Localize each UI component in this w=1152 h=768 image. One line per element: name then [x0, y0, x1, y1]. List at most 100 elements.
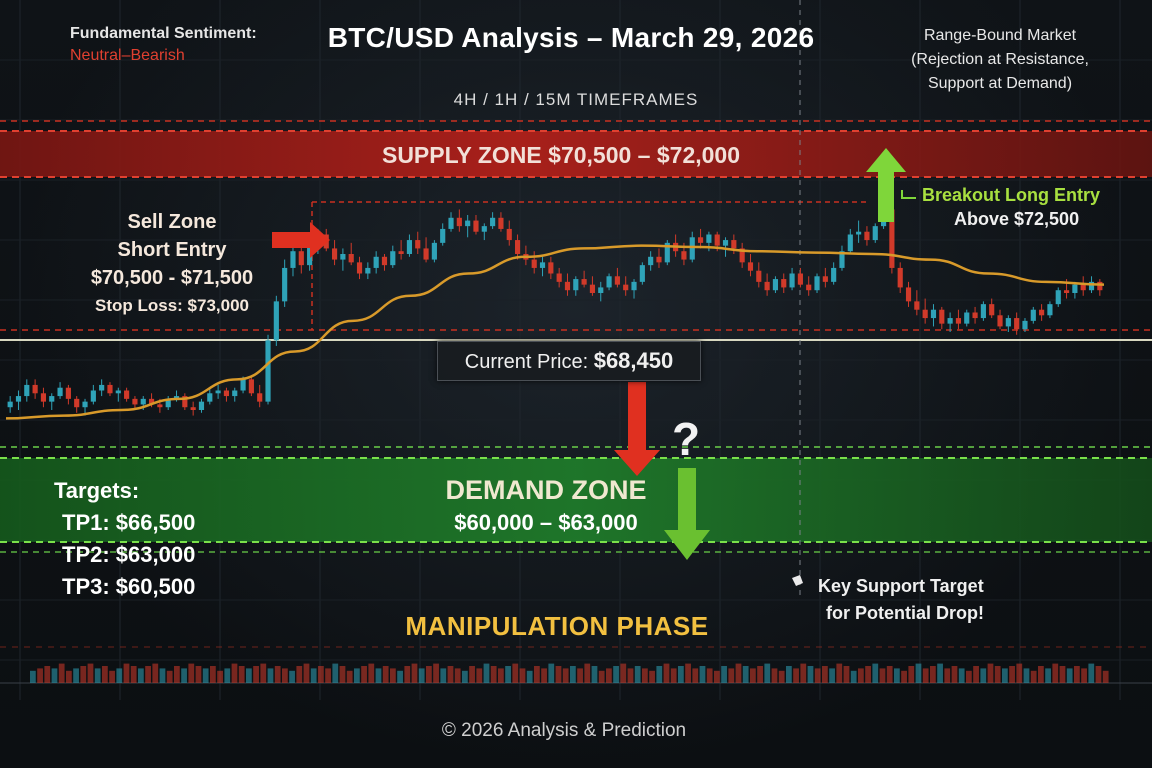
candle-body — [656, 256, 662, 263]
volume-bar — [670, 668, 677, 683]
candle-body — [148, 398, 155, 405]
candle-body — [348, 254, 354, 263]
candle-body — [1014, 318, 1020, 330]
candle-body — [465, 220, 471, 227]
volume-bar — [210, 666, 216, 683]
volume-bar — [505, 666, 511, 683]
candle-body — [756, 270, 762, 282]
volume-bar — [498, 668, 504, 683]
volume-bar — [1066, 668, 1073, 683]
candle-body — [173, 396, 180, 399]
volume-bar — [944, 668, 951, 683]
down-arrow-red-icon — [614, 382, 660, 476]
volume-bar — [750, 668, 756, 683]
volume-bar — [598, 670, 605, 683]
candle-body — [831, 267, 837, 282]
candle-body — [90, 390, 96, 402]
volume-bar — [310, 668, 317, 683]
sentiment-value: Neutral–Bearish — [70, 47, 185, 64]
candle-body — [548, 262, 554, 274]
volume-bar — [195, 666, 202, 683]
volume-bar — [447, 666, 454, 683]
volume-bar — [793, 668, 799, 683]
volume-bar — [757, 666, 763, 683]
key-support-note: Key Support Target for Potential Drop! — [800, 573, 1030, 627]
candle-body — [822, 276, 828, 282]
volume-bar — [1045, 668, 1051, 683]
volume-bar — [483, 663, 490, 683]
volume-bar — [865, 666, 871, 683]
current-price-label: Current Price: — [464, 351, 589, 373]
candle-body — [856, 231, 862, 235]
candle-body — [331, 248, 338, 260]
candle-body — [49, 396, 55, 402]
candle-body — [1022, 320, 1028, 330]
volume-bar — [692, 668, 699, 683]
key-support-line: for Potential Drop! — [826, 603, 984, 623]
target-tp2: TP2: $63,000 — [62, 542, 196, 567]
volume-bar — [332, 663, 339, 683]
volume-bar — [368, 663, 375, 683]
candle-body — [939, 309, 945, 324]
volume-bar — [908, 666, 915, 683]
volume-bar — [526, 670, 533, 683]
candle-body — [248, 379, 254, 394]
candle-body — [872, 226, 878, 241]
volume-bar — [426, 666, 432, 683]
supply-zone-band — [0, 131, 1152, 177]
candle-body — [964, 312, 970, 324]
candle-body — [797, 273, 803, 285]
volume-bar — [879, 668, 886, 683]
volume-bar — [80, 666, 87, 683]
question-mark: ? — [672, 413, 701, 465]
volume-bar — [166, 670, 173, 683]
volume-bar — [87, 663, 94, 683]
volume-bar — [519, 668, 526, 683]
candle-body — [207, 393, 213, 402]
volume-bar — [764, 663, 771, 683]
volume-bar — [1038, 666, 1044, 683]
sell-zone-label: Sell Zone — [127, 211, 217, 233]
candle-body — [714, 234, 720, 246]
candle-body — [340, 254, 346, 260]
volume-bar — [627, 668, 634, 683]
candle-body — [889, 209, 895, 268]
candle-body — [1080, 284, 1086, 291]
market-state-line: (Rejection at Resistance, — [911, 51, 1089, 68]
volume-bar — [73, 668, 79, 683]
candle-body — [65, 387, 71, 399]
market-state-line: Range-Bound Market — [923, 27, 1077, 44]
volume-bar — [829, 668, 835, 683]
candle-body — [706, 234, 712, 243]
candle-body — [490, 217, 496, 227]
volume-bar — [274, 666, 281, 683]
candle-body — [473, 220, 479, 232]
volume-bar — [786, 666, 792, 683]
candle-body — [914, 301, 920, 310]
candle-body — [739, 248, 745, 263]
candle-body — [806, 284, 812, 291]
candle-body — [132, 398, 138, 405]
volume-bar — [109, 670, 115, 683]
volume-bar — [836, 663, 843, 683]
volume-bar — [267, 668, 274, 683]
volume-bar — [318, 666, 324, 683]
candle-body — [781, 279, 787, 288]
candle-body — [115, 390, 121, 394]
candle-body — [814, 276, 820, 291]
volume-bar — [102, 666, 108, 683]
volume-bar — [656, 666, 663, 683]
volume-bar — [555, 666, 562, 683]
volume-bar — [973, 666, 979, 683]
candle-body — [40, 393, 47, 402]
volume-bar — [850, 670, 857, 683]
candle-body — [157, 404, 163, 408]
down-arrow-green-icon — [664, 468, 710, 560]
candle-body — [722, 240, 729, 246]
volume-bar — [159, 668, 166, 683]
candle-body — [373, 256, 379, 268]
candle-body — [32, 384, 38, 394]
volume-bar — [966, 670, 972, 683]
page-title: BTC/USD Analysis – March 29, 2026 — [327, 22, 815, 53]
volume-bar — [397, 670, 403, 683]
